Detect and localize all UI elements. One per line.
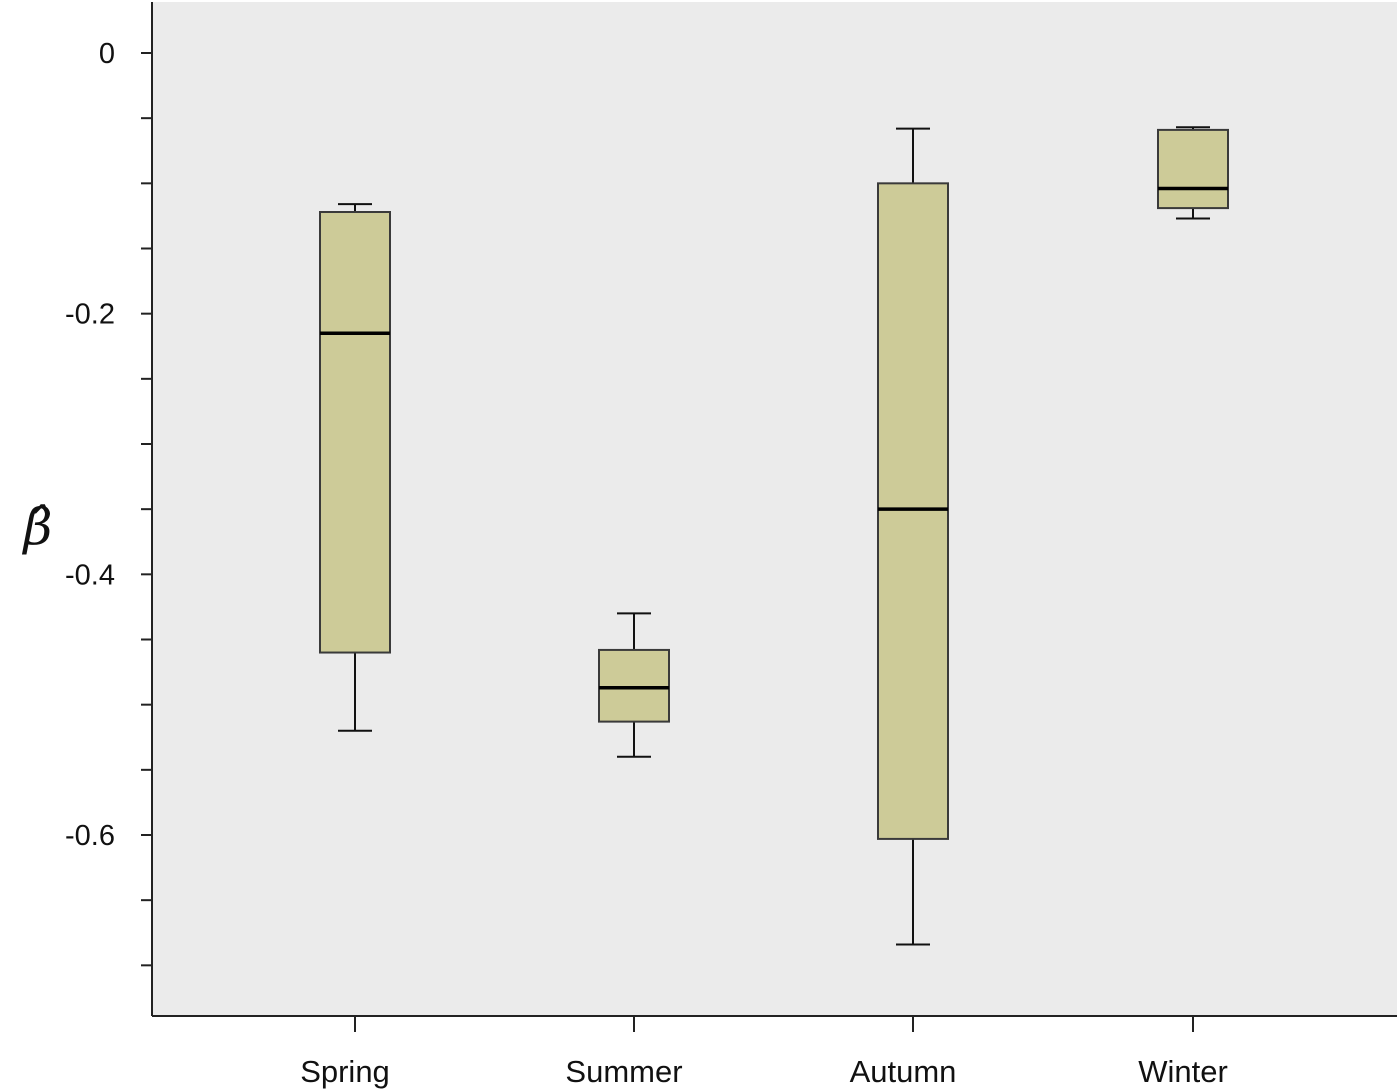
x-category-label: Summer <box>565 1054 682 1089</box>
x-axis-ticks <box>354 1016 1194 1032</box>
x-axis-category-labels: Spring Summer Autumn Winter <box>300 1054 1228 1089</box>
y-tick-label: -0.6 <box>65 820 115 852</box>
box-autumn <box>877 127 949 946</box>
box-winter <box>1157 126 1229 220</box>
y-tick-label: 0 <box>99 38 115 70</box>
x-category-label: Autumn <box>850 1054 957 1089</box>
y-tick-label: -0.2 <box>65 299 115 331</box>
y-axis-label: β̂ <box>22 498 53 556</box>
y-axis-tick-labels: 0 -0.2 -0.4 -0.6 <box>65 38 115 852</box>
box-spring <box>319 203 391 732</box>
iqr-box <box>1157 128 1229 210</box>
y-tick-label: -0.4 <box>65 559 115 591</box>
box-summer <box>598 612 670 758</box>
iqr-box <box>877 182 949 840</box>
iqr-box <box>598 648 670 723</box>
x-category-label: Spring <box>300 1054 390 1089</box>
iqr-box <box>319 211 391 654</box>
y-axis-ticks <box>141 52 152 967</box>
x-category-label: Winter <box>1138 1054 1228 1089</box>
boxes <box>319 126 1229 946</box>
